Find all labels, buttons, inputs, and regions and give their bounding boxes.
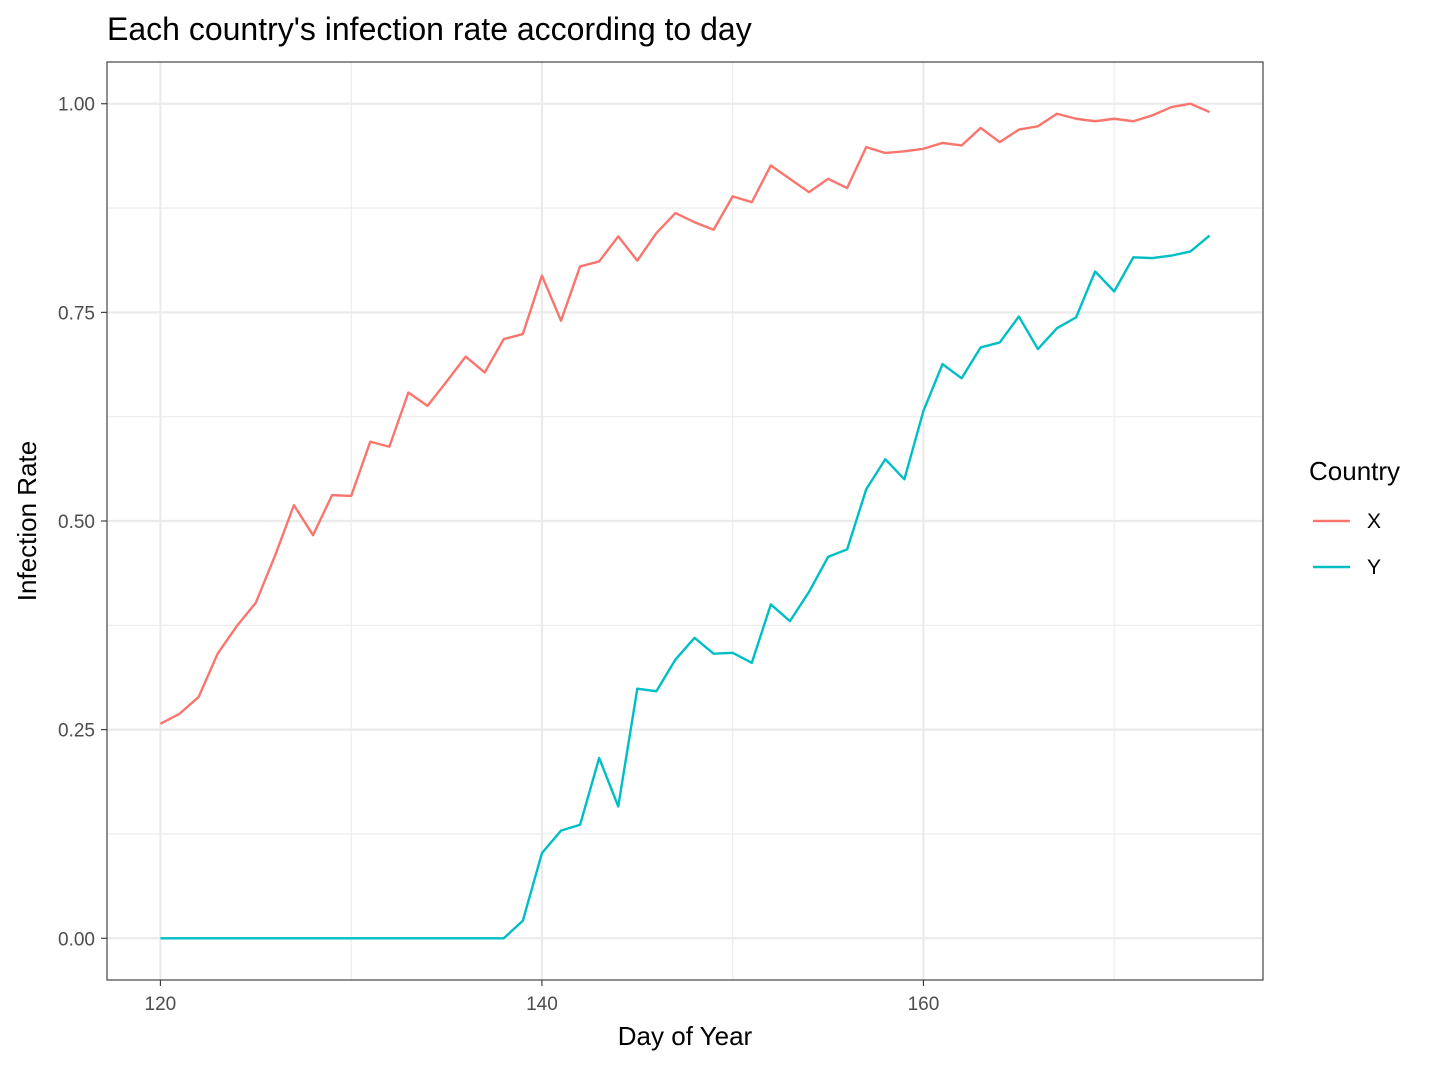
legend-items: XY [1313,510,1381,579]
plot-panel [106,61,1264,981]
series-line-y [160,234,1211,940]
x-axis: 120 140 160 [145,980,940,1015]
legend-title: Country [1309,456,1400,486]
y-axis: 0.00 0.25 0.50 0.75 1.00 [58,95,107,950]
x-axis-title: Day of Year [618,1021,753,1051]
series-lines [159,102,1211,940]
y-tick-label: 0.75 [58,303,95,324]
legend-label-y: Y [1367,556,1381,579]
series-line-x [159,102,1211,725]
y-tick-label: 1.00 [58,95,95,116]
legend: Country XY [1309,456,1400,579]
x-tick-label: 140 [526,994,558,1015]
y-tick-label: 0.50 [58,512,95,533]
legend-label-x: X [1367,510,1381,533]
x-tick-label: 120 [145,994,177,1015]
chart-title: Each country's infection rate according … [107,11,752,47]
y-tick-label: 0.00 [58,929,95,950]
y-tick-label: 0.25 [58,721,95,742]
x-tick-label: 160 [908,994,940,1015]
y-axis-title: Infection Rate [12,441,42,601]
